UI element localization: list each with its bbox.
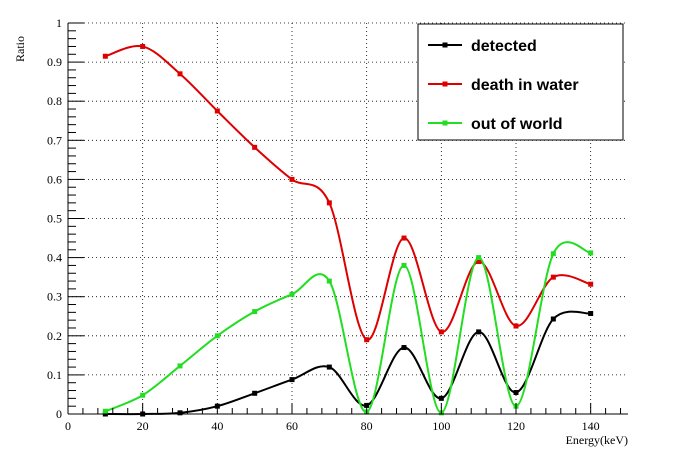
x-tick-label: 20	[137, 419, 149, 433]
y-tick-label: 0	[56, 407, 62, 421]
data-point	[513, 323, 519, 329]
y-tick-label: 0.3	[47, 290, 62, 304]
x-tick-label: 140	[582, 419, 600, 433]
data-point	[476, 259, 482, 265]
data-point	[214, 333, 220, 339]
data-point	[513, 389, 519, 395]
y-tick-label: 0.9	[47, 55, 62, 69]
data-point	[550, 316, 556, 322]
data-point	[588, 281, 594, 287]
data-point	[177, 363, 183, 369]
data-point	[438, 329, 444, 335]
data-point	[289, 176, 295, 182]
x-tick-label: 100	[432, 419, 450, 433]
data-point	[177, 71, 183, 77]
y-tick-label: 0.8	[47, 94, 62, 108]
data-point	[214, 108, 220, 114]
axes: 0 20 40 60 80 100 120 140 0 0.1 0.2 0.3 0.4 0.5 0.6 0.7…	[47, 16, 628, 433]
legend-marker	[442, 42, 448, 48]
data-point	[550, 274, 556, 280]
data-point	[588, 250, 594, 256]
data-point	[102, 53, 108, 59]
y-tick-label: 0.7	[47, 133, 62, 147]
legend: detected death in water out of world	[417, 23, 624, 141]
data-point	[289, 291, 295, 297]
x-axis-label: Energy(keV)	[566, 433, 628, 447]
legend-label: detected	[471, 38, 537, 55]
data-point	[401, 262, 407, 268]
data-point	[252, 390, 258, 396]
data-point	[476, 329, 482, 335]
y-tick-label: 1	[56, 16, 62, 30]
data-point	[588, 311, 594, 317]
legend-label: out of world	[471, 116, 563, 133]
legend-marker	[442, 120, 448, 126]
grid-lines	[68, 22, 628, 414]
y-tick-label: 0.1	[47, 368, 62, 382]
x-tick-label: 0	[65, 419, 71, 433]
data-point	[140, 392, 146, 398]
data-point	[364, 337, 370, 343]
data-point	[252, 144, 258, 150]
data-point	[252, 309, 258, 315]
data-point	[401, 345, 407, 351]
y-tick-label: 0.6	[47, 172, 62, 186]
y-tick-label: 0.2	[47, 329, 62, 343]
y-axis-label: Ratio	[13, 36, 27, 62]
data-point	[438, 395, 444, 401]
series-lines	[102, 43, 594, 417]
x-tick-label: 40	[211, 419, 223, 433]
data-point	[326, 364, 332, 370]
data-point	[401, 235, 407, 241]
data-point	[140, 43, 146, 49]
legend-label: death in water	[471, 77, 579, 94]
x-tick-label: 120	[507, 419, 525, 433]
data-point	[476, 255, 482, 261]
legend-marker	[442, 81, 448, 87]
data-point	[289, 377, 295, 383]
data-point	[102, 408, 108, 414]
x-tick-label: 60	[286, 419, 298, 433]
x-tick-label: 80	[361, 419, 373, 433]
data-point	[326, 278, 332, 284]
y-tick-label: 0.4	[47, 251, 62, 265]
y-tick-label: 0.5	[47, 212, 62, 226]
data-point	[550, 251, 556, 257]
legend-box	[417, 23, 624, 141]
data-point	[326, 200, 332, 206]
data-point	[177, 410, 183, 416]
series-1	[102, 43, 594, 343]
